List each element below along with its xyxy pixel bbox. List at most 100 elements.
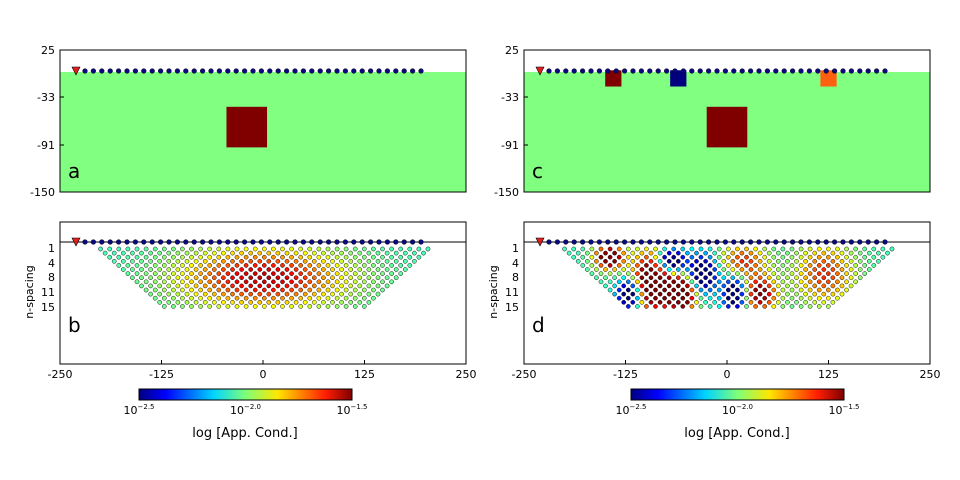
ytick-label: 4: [48, 257, 55, 270]
measurement-point: [735, 271, 740, 276]
measurement-point: [239, 267, 244, 272]
measurement-point: [348, 250, 354, 256]
y-axis-label: n-spacing: [23, 265, 36, 318]
measurement-point: [307, 254, 313, 260]
measurement-point: [152, 263, 158, 268]
measurement-point: [289, 246, 294, 252]
measurement-point: [725, 254, 731, 260]
colorbar-tick: 10−1.5: [829, 403, 860, 417]
measurement-point: [148, 250, 153, 256]
measurement-point: [189, 287, 194, 293]
electrode: [680, 68, 687, 74]
measurement-point: [616, 279, 622, 285]
measurement-point: [243, 246, 249, 252]
electrode: [865, 239, 871, 245]
measurement-point: [180, 263, 185, 268]
electrode: [342, 239, 349, 245]
measurement-point: [330, 299, 335, 305]
measurement-point: [266, 291, 272, 297]
measurement-point: [707, 295, 713, 301]
measurement-point: [698, 279, 704, 285]
measurement-point: [202, 283, 208, 289]
measurement-point: [348, 291, 354, 297]
electrode: [739, 239, 745, 245]
measurement-point: [352, 287, 358, 293]
measurement-point: [366, 275, 372, 281]
measurement-point: [748, 267, 754, 272]
electrode: [90, 68, 97, 74]
measurement-point: [712, 250, 718, 256]
measurement-point: [198, 295, 203, 301]
electrode: [132, 68, 139, 74]
measurement-point: [293, 275, 299, 281]
measurement-point: [330, 275, 335, 281]
measurement-point: [675, 283, 681, 289]
electrode: [613, 239, 619, 245]
measurement-point: [339, 299, 344, 305]
measurement-point: [375, 291, 381, 297]
measurement-point: [298, 279, 304, 285]
ytick-label: 11: [41, 286, 55, 299]
measurement-point: [798, 295, 804, 301]
measurement-point: [630, 283, 636, 289]
measurement-point: [753, 263, 758, 268]
measurement-point: [380, 254, 385, 260]
electrode: [242, 68, 248, 74]
measurement-point: [853, 246, 858, 252]
electrode: [115, 239, 122, 245]
electrode: [174, 68, 181, 74]
measurement-point: [625, 271, 631, 276]
measurement-point: [830, 291, 836, 297]
measurement-point: [321, 291, 326, 297]
xtick-label: -125: [149, 368, 174, 381]
measurement-point: [685, 283, 690, 289]
electrode: [630, 68, 636, 74]
electrode: [773, 68, 779, 74]
measurement-point: [780, 279, 786, 285]
electrode: [857, 239, 863, 245]
panel-label: b: [68, 313, 81, 337]
measurement-point: [266, 275, 272, 281]
measurement-point: [166, 267, 172, 272]
electrode: [605, 68, 611, 74]
measurement-point: [839, 283, 845, 289]
measurement-point: [798, 263, 804, 268]
electrode: [621, 68, 628, 74]
measurement-point: [216, 271, 222, 276]
measurement-point: [125, 254, 131, 260]
conductive-block: [670, 70, 687, 87]
measurement-point: [789, 271, 795, 276]
measurement-point: [225, 263, 231, 268]
measurement-point: [762, 246, 768, 252]
electrode: [216, 68, 223, 74]
measurement-point: [289, 279, 294, 285]
measurement-point: [612, 291, 617, 297]
ytick-label: 8: [48, 271, 55, 284]
measurement-point: [343, 304, 349, 309]
measurement-point: [125, 263, 131, 268]
measurement-point: [239, 250, 244, 256]
measurement-point: [311, 250, 317, 256]
measurement-point: [671, 287, 677, 293]
panel-a-electrodes: [71, 66, 424, 76]
measurement-point: [744, 271, 749, 276]
measurement-point: [871, 246, 877, 252]
measurement-point: [639, 258, 645, 264]
measurement-point: [334, 254, 340, 260]
measurement-point: [361, 287, 367, 293]
panel-c-frame: [523, 49, 931, 193]
measurement-point: [261, 279, 267, 285]
measurement-point: [880, 254, 886, 260]
measurement-point: [675, 258, 681, 264]
measurement-point: [744, 246, 749, 252]
electrode: [882, 239, 888, 245]
measurement-point: [357, 291, 363, 297]
electrode: [722, 239, 729, 245]
measurement-point: [785, 291, 790, 297]
electrode: [393, 68, 399, 74]
measurement-point: [271, 304, 276, 309]
measurement-point: [143, 246, 149, 252]
measurement-point: [116, 246, 122, 252]
measurement-point: [721, 291, 727, 297]
